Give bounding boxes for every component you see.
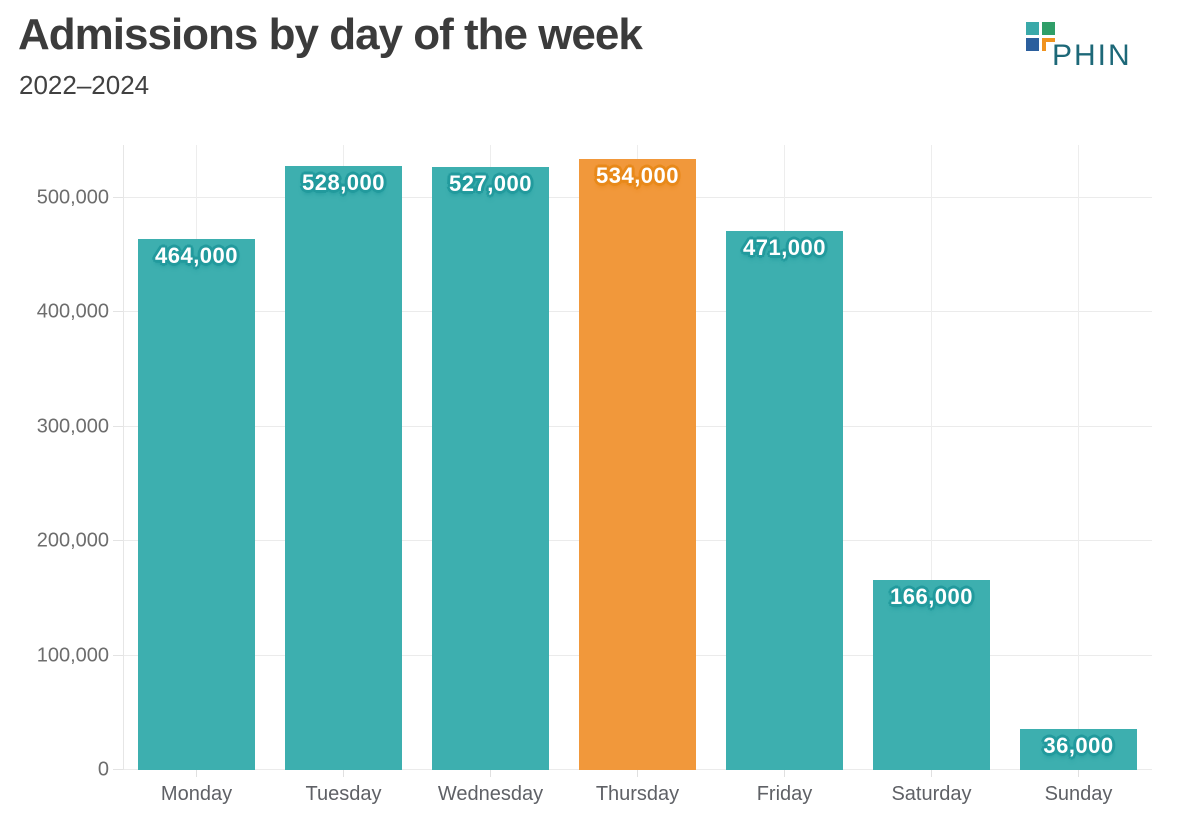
plot-area: 0 100,000 200,000 300,000 400,000 500,000 464,… — [37, 145, 1152, 805]
phin-logo-text: PHIN — [1052, 39, 1132, 72]
x-axis-tick-label: Wednesday — [437, 783, 544, 805]
y-tick-mark — [113, 654, 123, 656]
page-subtitle: 2022–2024 — [19, 70, 150, 100]
x-axis-tick-label: Monday — [160, 783, 233, 805]
bar-thursday — [578, 158, 697, 770]
bar-wednesday — [431, 166, 550, 770]
y-axis-tick-label: 500,000 — [36, 186, 109, 209]
x-tick-mark — [343, 770, 344, 777]
page-title: Admissions by day of the week — [18, 10, 643, 59]
bar-monday — [137, 238, 256, 770]
bar-value-label: 36,000 — [1043, 732, 1114, 758]
bar-tuesday — [284, 165, 403, 770]
bar-sunday — [1019, 728, 1138, 770]
x-tick-mark — [931, 770, 932, 777]
logo-square-green-icon — [1042, 22, 1055, 35]
logo-square-teal-icon — [1026, 22, 1039, 35]
y-axis-tick-label: 0 — [97, 758, 109, 781]
x-axis-tick-label: Tuesday — [305, 783, 382, 805]
x-axis-tick-label: Saturday — [891, 783, 972, 805]
logo-square-blue-icon — [1026, 38, 1039, 51]
y-axis-tick-label: 100,000 — [36, 644, 109, 667]
bar-value-label: 471,000 — [742, 234, 827, 260]
bar-value-label: 534,000 — [595, 162, 680, 188]
bar-value-label: 527,000 — [448, 170, 533, 196]
y-axis-tick-label: 300,000 — [36, 415, 109, 438]
gridline-vertical — [1078, 145, 1079, 770]
phin-logo: PHIN — [1026, 20, 1160, 74]
y-tick-mark — [113, 425, 123, 427]
gridline-vertical — [931, 145, 932, 770]
y-axis-tick-label: 400,000 — [36, 300, 109, 323]
x-tick-mark — [196, 770, 197, 777]
logo-corner-bracket-icon — [1042, 38, 1055, 51]
y-tick-mark — [113, 540, 123, 542]
bar-friday — [725, 230, 844, 770]
x-tick-mark — [637, 770, 638, 777]
x-tick-mark — [1078, 770, 1079, 777]
x-axis-tick-label: Sunday — [1044, 783, 1113, 805]
x-tick-mark — [490, 770, 491, 777]
bar-saturday — [872, 579, 991, 770]
y-axis-line — [123, 145, 124, 770]
bar-value-label: 166,000 — [889, 583, 974, 609]
y-axis-tick-label: 200,000 — [36, 529, 109, 552]
y-tick-mark — [113, 769, 123, 770]
phin-logo-mark-icon — [1026, 22, 1056, 52]
y-tick-mark — [113, 196, 123, 198]
x-tick-mark — [784, 770, 785, 777]
x-axis-tick-label: Friday — [756, 783, 813, 805]
y-tick-mark — [113, 311, 123, 313]
bar-value-label: 528,000 — [301, 169, 386, 195]
x-axis-tick-label: Thursday — [595, 783, 680, 805]
bar-value-label: 464,000 — [154, 242, 239, 268]
